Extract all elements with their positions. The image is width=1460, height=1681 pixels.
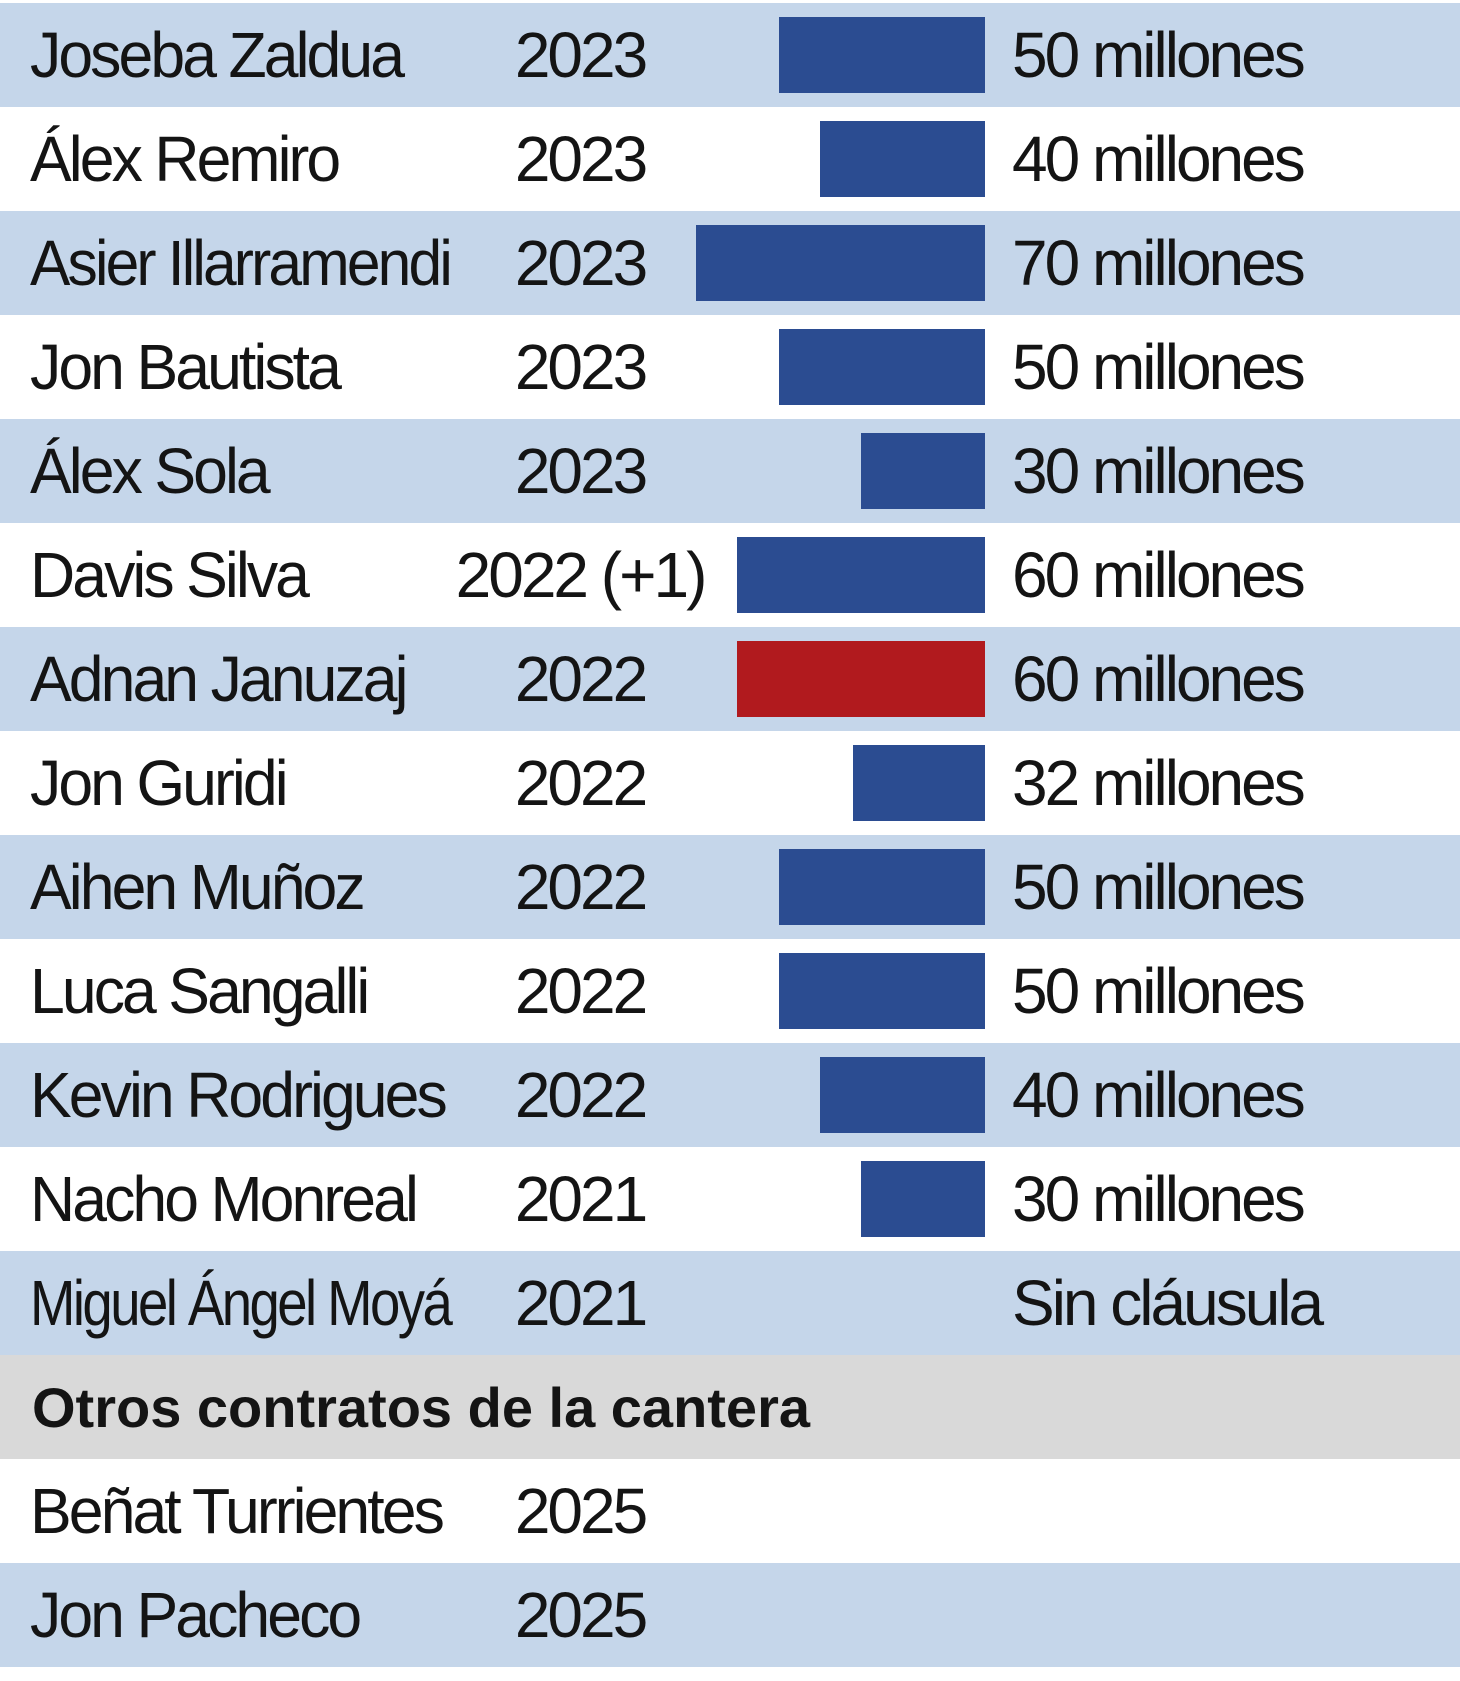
clause-bar bbox=[819, 121, 985, 197]
table-row: Miguel Ángel Moyá 2021 Sin cláusula bbox=[0, 1251, 1460, 1355]
contract-year: 2023 bbox=[514, 123, 648, 195]
player-name: Luca Sangalli bbox=[30, 955, 370, 1027]
clause-bar bbox=[819, 1057, 985, 1133]
contract-year: 2021 bbox=[514, 1267, 648, 1339]
clause-bar bbox=[861, 433, 985, 509]
clause-value-label: Sin cláusula bbox=[1012, 1267, 1324, 1339]
table-row: Aihen Muñoz 2022 50 millones bbox=[0, 835, 1460, 939]
clause-bar bbox=[737, 641, 985, 717]
table-row: Davis Silva 2022 (+1) 60 millones bbox=[0, 523, 1460, 627]
contract-year: 2022 bbox=[514, 851, 648, 923]
player-name: Beñat Turrientes bbox=[30, 1475, 445, 1547]
table-row: Álex Remiro 2023 40 millones bbox=[0, 107, 1460, 211]
table-row: Joseba Zaldua 2023 50 millones bbox=[0, 3, 1460, 107]
contract-year: 2022 bbox=[514, 747, 648, 819]
player-name: Aihen Muñoz bbox=[30, 851, 366, 923]
player-name: Nacho Monreal bbox=[30, 1163, 419, 1235]
contract-year: 2022 (+1) bbox=[455, 539, 708, 611]
clause-bar bbox=[737, 537, 985, 613]
clause-value-label: 70 millones bbox=[1012, 227, 1306, 299]
contract-year: 2023 bbox=[514, 435, 648, 507]
player-name: Álex Remiro bbox=[30, 123, 341, 195]
table-row: Álex Sola 2023 30 millones bbox=[0, 419, 1460, 523]
clause-bar bbox=[778, 953, 985, 1029]
table-row: Kevin Rodrigues 2022 40 millones bbox=[0, 1043, 1460, 1147]
contract-year: 2025 bbox=[514, 1475, 648, 1547]
contract-year: 2025 bbox=[514, 1579, 648, 1651]
table-row: Luca Sangalli 2022 50 millones bbox=[0, 939, 1460, 1043]
clause-value-label: 60 millones bbox=[1012, 539, 1306, 611]
contract-year: 2022 bbox=[514, 1059, 648, 1131]
clause-bar bbox=[852, 745, 985, 821]
clause-value-label: 30 millones bbox=[1012, 435, 1306, 507]
player-name: Joseba Zaldua bbox=[30, 19, 405, 91]
player-name: Álex Sola bbox=[30, 435, 271, 507]
contract-year: 2023 bbox=[514, 331, 648, 403]
clause-value-label: 50 millones bbox=[1012, 955, 1306, 1027]
player-name: Asier Illarramendi bbox=[30, 227, 453, 299]
clause-value-label: 50 millones bbox=[1012, 851, 1306, 923]
table-row: Jon Pacheco 2025 bbox=[0, 1563, 1460, 1667]
contract-year: 2022 bbox=[514, 643, 648, 715]
table-row: Jon Guridi 2022 32 millones bbox=[0, 731, 1460, 835]
player-name: Jon Pacheco bbox=[30, 1579, 362, 1651]
section-title: Otros contratos de la cantera bbox=[32, 1375, 811, 1439]
player-name: Davis Silva bbox=[30, 539, 310, 611]
clause-value-label: 40 millones bbox=[1012, 1059, 1306, 1131]
clause-value-label: 50 millones bbox=[1012, 331, 1306, 403]
table-row: Adnan Januzaj 2022 60 millones bbox=[0, 627, 1460, 731]
contract-year: 2021 bbox=[514, 1163, 648, 1235]
clause-bar bbox=[778, 17, 985, 93]
clause-value-label: 50 millones bbox=[1012, 19, 1306, 91]
player-name: Miguel Ángel Moyá bbox=[30, 1267, 453, 1339]
table-row: Nacho Monreal 2021 30 millones bbox=[0, 1147, 1460, 1251]
table-row: Asier Illarramendi 2023 70 millones bbox=[0, 211, 1460, 315]
contract-year: 2023 bbox=[514, 227, 648, 299]
clause-value-label: 30 millones bbox=[1012, 1163, 1306, 1235]
contract-year: 2023 bbox=[514, 19, 648, 91]
clause-value-label: 40 millones bbox=[1012, 123, 1306, 195]
table-row: Jon Bautista 2023 50 millones bbox=[0, 315, 1460, 419]
section-header: Otros contratos de la cantera bbox=[0, 1355, 1460, 1459]
player-name: Kevin Rodrigues bbox=[30, 1059, 448, 1131]
player-name: Jon Guridi bbox=[30, 747, 289, 819]
player-name: Jon Bautista bbox=[30, 331, 342, 403]
player-name: Adnan Januzaj bbox=[30, 643, 409, 715]
clause-bar bbox=[778, 329, 985, 405]
clause-value-label: 60 millones bbox=[1012, 643, 1306, 715]
clause-value-label: 32 millones bbox=[1012, 747, 1306, 819]
table-row: Beñat Turrientes 2025 bbox=[0, 1459, 1460, 1563]
clause-bar bbox=[861, 1161, 985, 1237]
clause-bar bbox=[778, 849, 985, 925]
clause-bar bbox=[695, 225, 985, 301]
contract-year: 2022 bbox=[514, 955, 648, 1027]
